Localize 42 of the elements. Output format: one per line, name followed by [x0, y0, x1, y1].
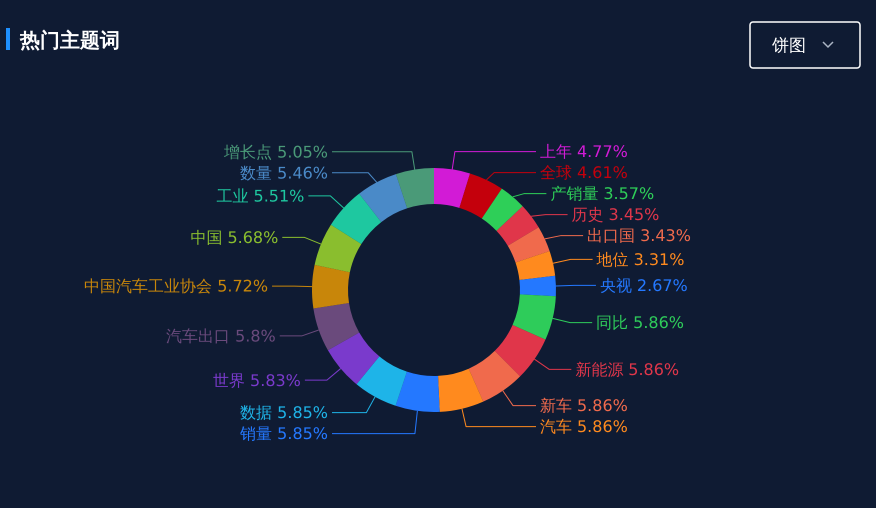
slice-label: 世界	[212, 370, 245, 390]
data-label: 5.85%	[277, 424, 328, 444]
slice-label: 汽车出口	[166, 326, 230, 346]
data-label: 5.46%	[277, 163, 328, 182]
chart-title: 热门主题词	[19, 28, 120, 52]
slice-label: 销量	[239, 424, 272, 444]
slice-label: 中国汽车工业协会	[84, 276, 212, 296]
data-label: 5.05%	[277, 142, 328, 162]
slice-label: 地位	[596, 250, 629, 269]
data-label: 5.86%	[577, 396, 628, 416]
slice-label: 出口国	[587, 226, 636, 246]
data-label: 3.57%	[603, 184, 654, 204]
data-label: 5.86%	[633, 313, 684, 332]
data-label: 5.72%	[217, 276, 268, 296]
data-label: 4.77%	[577, 142, 628, 162]
slice-label: 中国	[190, 228, 222, 247]
data-label: 5.83%	[250, 370, 301, 390]
slice-label: 同比	[596, 313, 628, 332]
slice-label: 历史	[572, 205, 604, 224]
data-label: 5.86%	[577, 417, 628, 436]
data-label: 3.45%	[608, 205, 660, 224]
slice-label: 上年	[540, 142, 572, 162]
slice-label: 增长点	[223, 142, 272, 162]
slice-label: 工业	[216, 186, 248, 206]
data-label: 3.43%	[640, 226, 691, 246]
slice-label: 新车	[540, 396, 572, 416]
slice-label: 新能源	[575, 360, 624, 380]
data-label: 5.51%	[254, 186, 304, 206]
data-label: 5.8%	[235, 326, 276, 346]
text: 饼图	[771, 36, 806, 56]
slice-label: 汽车	[540, 417, 572, 436]
slice-label: 全球	[540, 163, 572, 182]
data-label: 5.86%	[628, 360, 680, 380]
data-label: 4.61%	[577, 163, 628, 182]
data-label: 3.31%	[634, 250, 684, 269]
data-label: 5.68%	[227, 228, 278, 247]
slice-label: 央视	[600, 276, 632, 295]
slice-label: 数据	[240, 403, 272, 422]
slice-label: 产销量	[550, 184, 598, 204]
data-label: 5.85%	[277, 403, 328, 422]
slice-label: 数量	[240, 163, 272, 182]
data-label: 2.67%	[636, 276, 688, 295]
